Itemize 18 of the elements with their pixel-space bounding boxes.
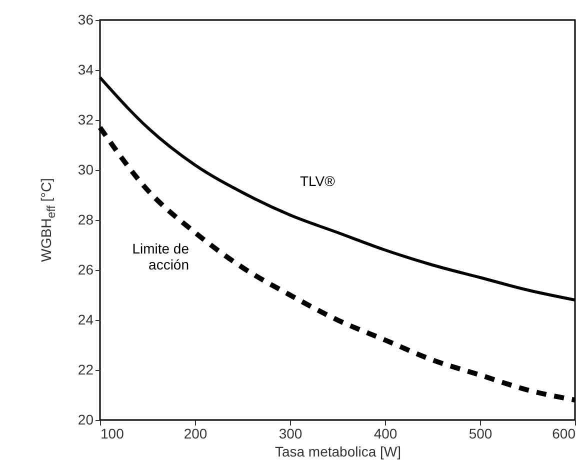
x-tick-label: 200	[184, 426, 208, 442]
y-tick-label: 28	[78, 212, 94, 228]
x-tick-label: 600	[552, 426, 576, 442]
x-axis-title: Tasa metabolica [W]	[274, 444, 402, 460]
y-tick-label: 34	[78, 62, 94, 78]
y-tick-label: 30	[78, 162, 94, 178]
series-label: TLV®	[300, 173, 336, 189]
x-tick-label: 500	[468, 426, 492, 442]
y-tick-label: 26	[78, 262, 94, 278]
x-tick-label: 300	[278, 426, 302, 442]
y-tick-label: 32	[78, 112, 94, 128]
y-tick-label: 24	[78, 312, 94, 328]
x-tick-label: 400	[374, 426, 398, 442]
y-tick-label: 22	[78, 362, 94, 378]
x-tick-label: 100	[100, 426, 124, 442]
y-tick-label: 36	[78, 12, 94, 28]
y-tick-label: 20	[78, 412, 94, 428]
series-label: Limite de acción	[132, 240, 190, 272]
